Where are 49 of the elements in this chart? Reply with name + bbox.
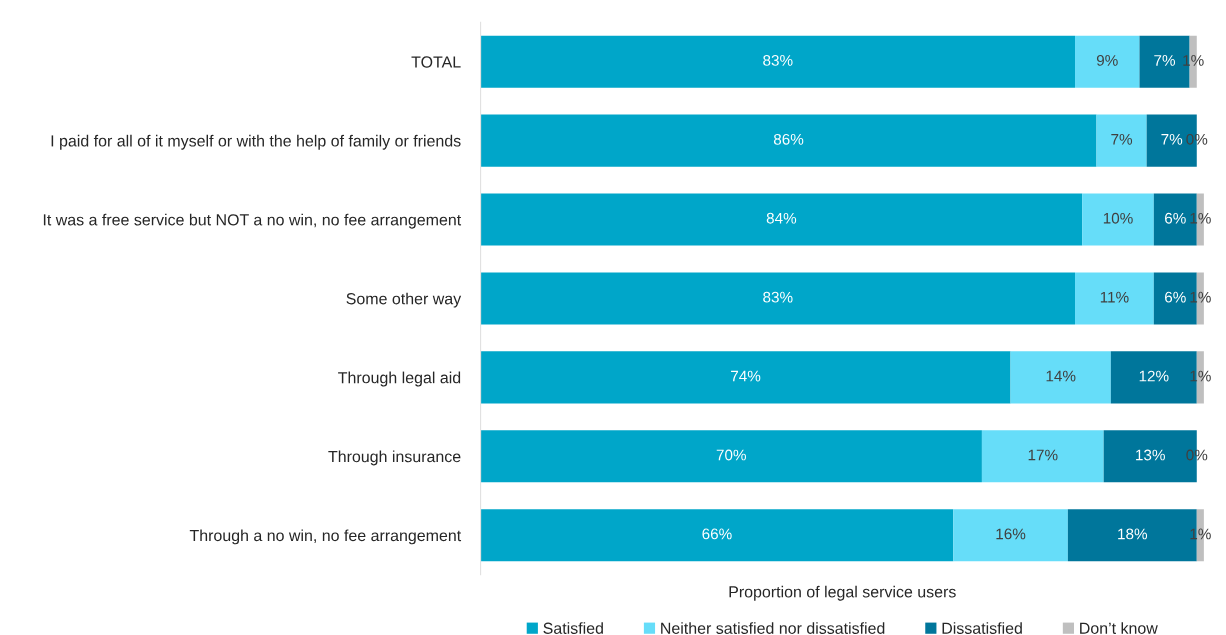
- bar: [480, 193, 1083, 246]
- y-tick-label: Through legal aid: [338, 371, 461, 387]
- data-label: 6%: [1165, 291, 1186, 303]
- bar: [1075, 35, 1140, 88]
- data-label: 0%: [1186, 133, 1208, 145]
- bar: [1010, 351, 1111, 404]
- data-label: 70%: [716, 449, 746, 461]
- data-label: 86%: [773, 133, 804, 145]
- y-tick-label: Through a no win, no fee arrangement: [189, 529, 462, 545]
- x-axis-title: Proportion of legal service users: [729, 585, 956, 601]
- data-label: 9%: [1096, 54, 1118, 66]
- data-label: 84%: [766, 212, 797, 224]
- data-label: 7%: [1111, 133, 1133, 145]
- data-label: 14%: [1046, 370, 1076, 382]
- data-label: 10%: [1103, 212, 1133, 224]
- bar: [981, 430, 1104, 483]
- legend-label: Satisfied: [543, 622, 603, 634]
- data-label: 0%: [1186, 449, 1208, 461]
- bar: [480, 430, 982, 483]
- data-label: 66%: [702, 528, 732, 540]
- data-label: 11%: [1100, 291, 1129, 303]
- bar: [1096, 114, 1147, 167]
- bar: [480, 509, 954, 562]
- data-label: 12%: [1139, 370, 1169, 382]
- data-label: 7%: [1154, 55, 1176, 66]
- bar: [953, 509, 1068, 562]
- bar: [480, 351, 1011, 404]
- legend-label: Don’t know: [1080, 622, 1158, 634]
- y-tick-label: Some other way: [346, 292, 462, 308]
- data-label: 7%: [1161, 133, 1183, 145]
- data-label: 83%: [763, 291, 793, 303]
- bar: [480, 114, 1097, 167]
- bar: [480, 272, 1076, 325]
- y-tick-label: TOTAL: [411, 56, 461, 68]
- legend-label: Neither satisfied nor dissatisfied: [661, 622, 885, 634]
- y-tick-label: I paid for all of it myself or with the help of family or friends: [51, 134, 461, 150]
- y-tick-label: Through insurance: [328, 450, 461, 466]
- y-tick-label: It was a free service but NOT a no win, no fee arrangement: [43, 213, 462, 229]
- bar: [1075, 272, 1154, 325]
- data-label: 18%: [1118, 528, 1148, 540]
- data-label: 16%: [996, 528, 1026, 540]
- data-label: 74%: [731, 370, 761, 382]
- bar: [480, 35, 1076, 88]
- data-label: 17%: [1028, 449, 1058, 461]
- legend-label: Dissatisfied: [942, 622, 1022, 634]
- bar: [1082, 193, 1154, 246]
- data-label: 83%: [763, 54, 793, 66]
- data-label: 13%: [1136, 449, 1165, 461]
- data-label: 6%: [1165, 212, 1186, 224]
